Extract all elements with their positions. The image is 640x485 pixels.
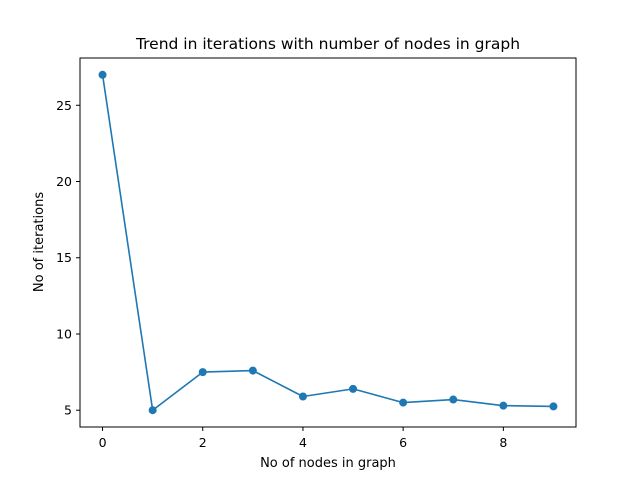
data-point-3	[248, 366, 257, 375]
x-tick-label: 4	[299, 435, 307, 450]
axis-ticks: 0 2 4 6 8 5 10 15 20 25	[56, 98, 507, 450]
data-point-8	[499, 401, 508, 410]
data-point-4	[298, 392, 307, 401]
y-tick-label: 10	[56, 326, 72, 341]
x-tick-label: 0	[99, 435, 107, 450]
data-point-6	[399, 398, 408, 407]
x-tick-label: 2	[199, 435, 207, 450]
chart-title: Trend in iterations with number of nodes…	[135, 35, 520, 53]
data-point-1	[148, 406, 157, 415]
y-tick-label: 15	[56, 250, 72, 265]
x-axis-label: No of nodes in graph	[260, 456, 396, 471]
y-tick-label: 20	[56, 174, 72, 189]
x-tick-label: 6	[399, 435, 407, 450]
y-tick-label: 5	[64, 403, 72, 418]
y-tick-label: 25	[56, 98, 72, 113]
y-axis-label: No of iterations	[32, 192, 47, 292]
x-tick-label: 8	[499, 435, 507, 450]
axes-frame	[79, 57, 577, 428]
data-point-5	[349, 384, 358, 393]
data-point-0	[98, 70, 107, 79]
data-point-2	[198, 368, 207, 377]
series-line	[101, 74, 554, 412]
plot-area	[98, 70, 558, 415]
data-point-9	[549, 402, 558, 411]
data-point-7	[449, 395, 458, 404]
